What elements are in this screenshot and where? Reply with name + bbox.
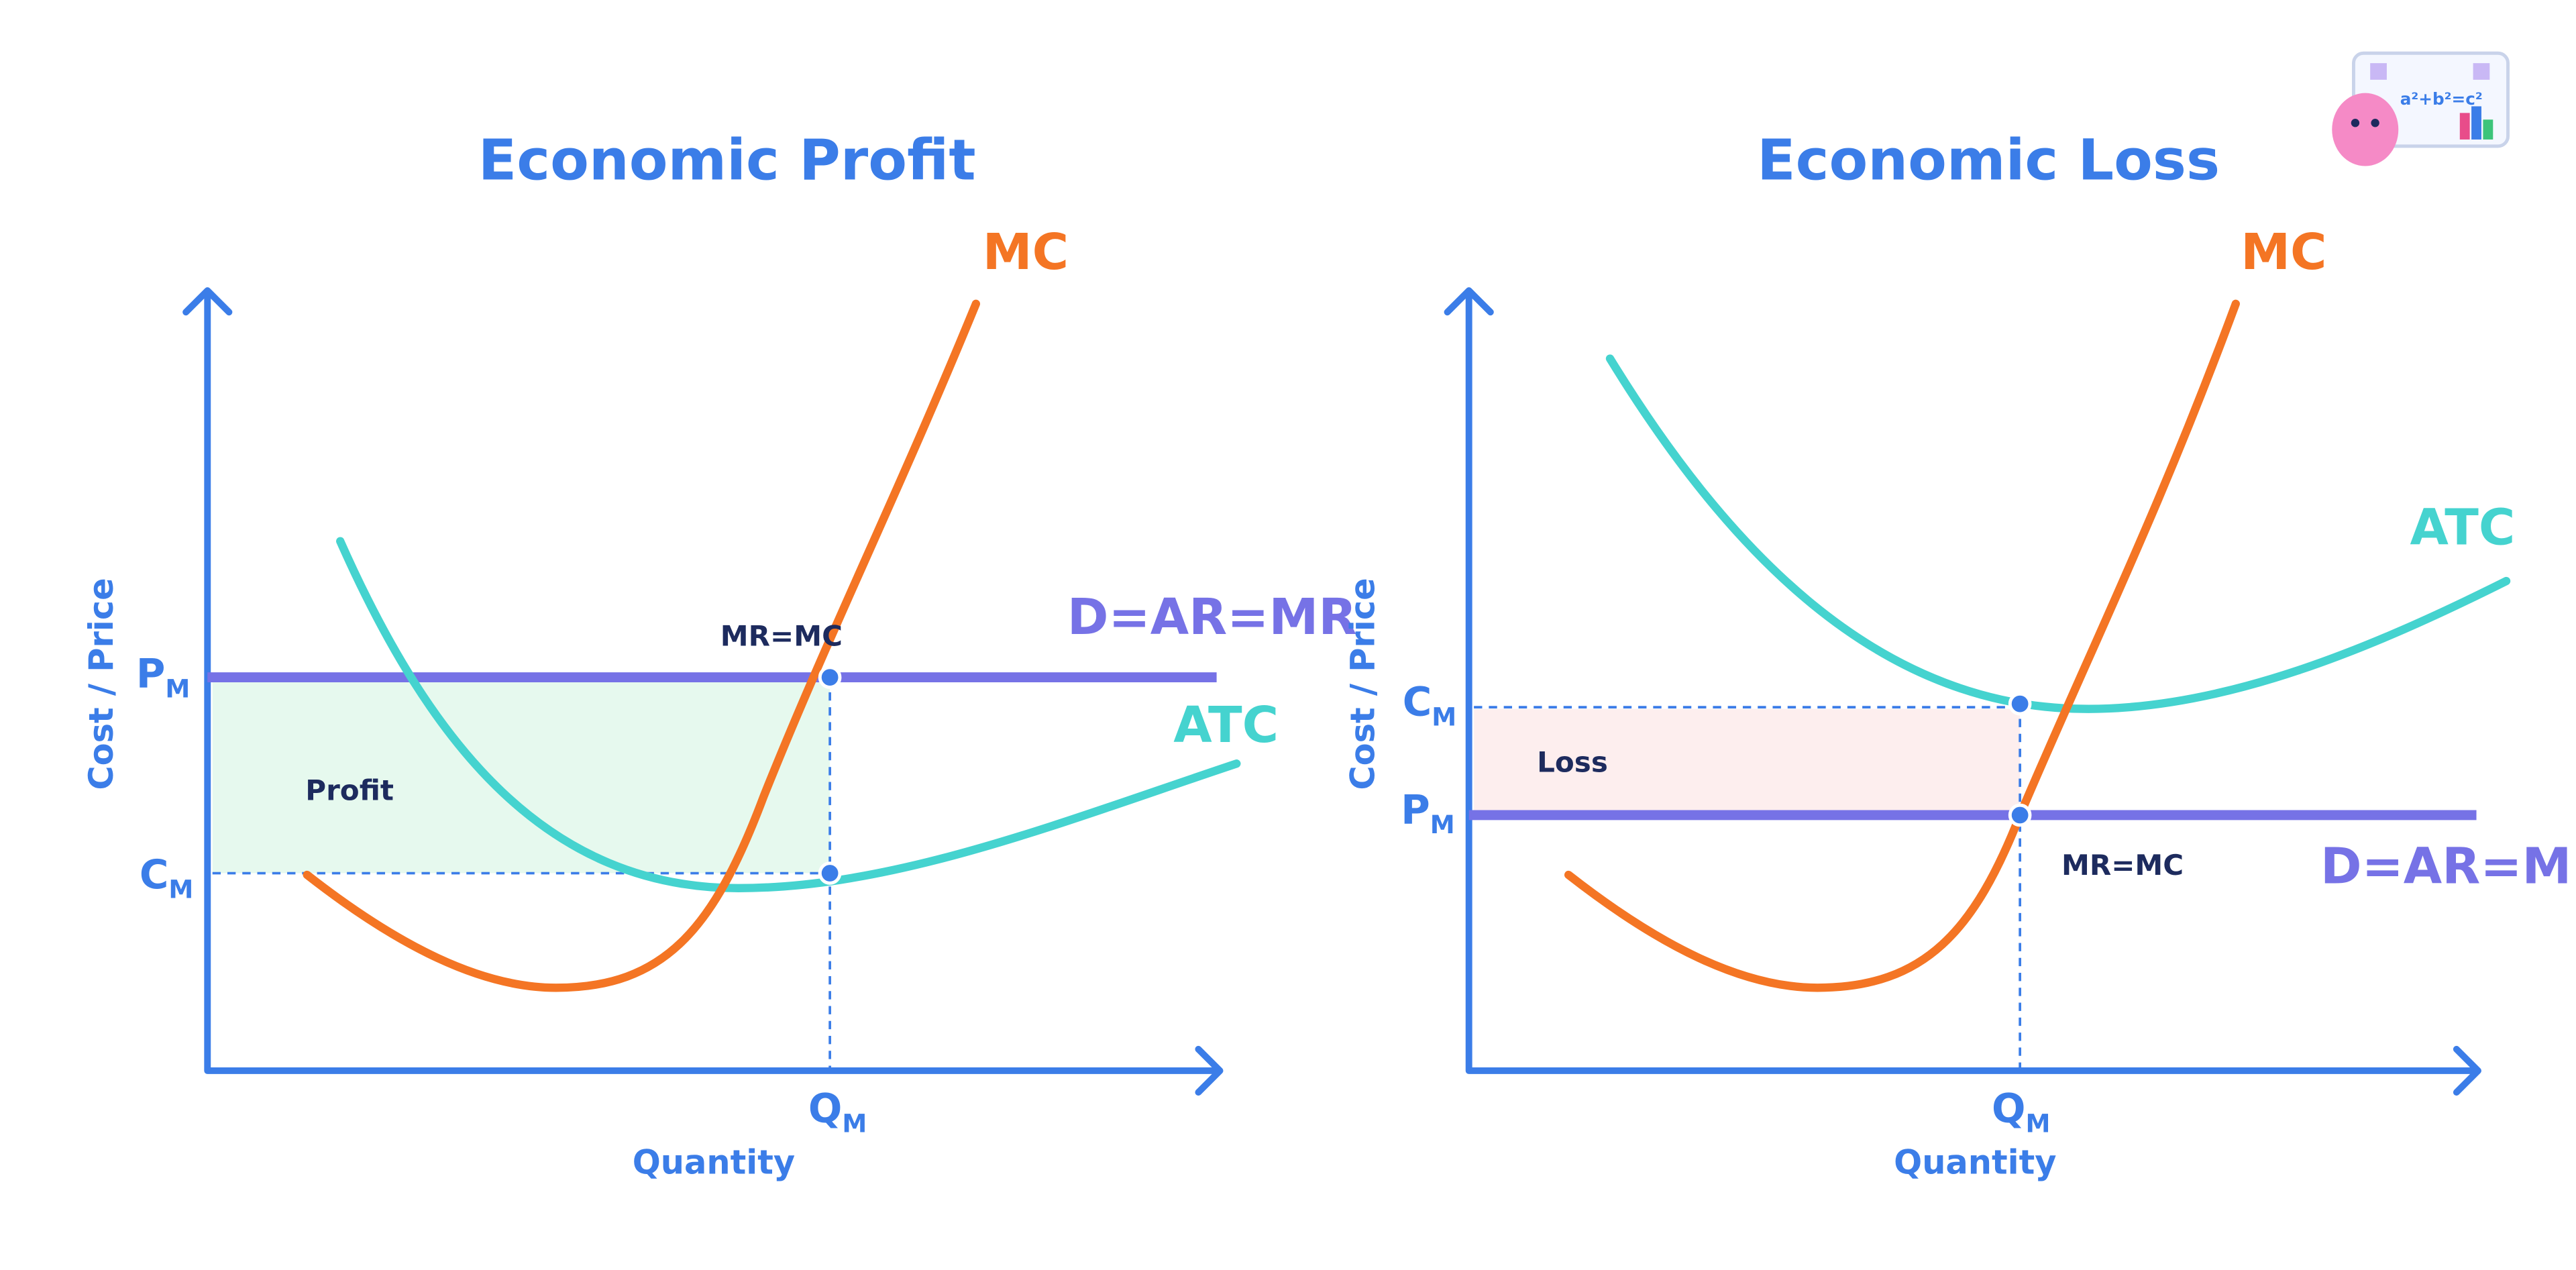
- intersection-dot: [2008, 803, 2032, 827]
- x-axis-label: Quantity: [633, 1143, 795, 1181]
- atc-label: ATC: [2410, 498, 2516, 557]
- cost-main: C: [1403, 680, 1432, 726]
- y-axis-label: Cost / Price: [82, 578, 121, 790]
- profit-area: [212, 680, 830, 874]
- intersection-dot: [818, 861, 842, 885]
- panel-title: Economic Loss: [1757, 127, 2220, 193]
- cost-main: C: [140, 852, 169, 898]
- atc-label: ATC: [1173, 696, 1279, 754]
- mc-label: MC: [983, 223, 1069, 281]
- price-main: P: [1401, 787, 1430, 833]
- cost-sub: M: [1432, 702, 1456, 731]
- atc-curve: [1605, 354, 2511, 713]
- logo: a²+b²=c²: [2332, 51, 2510, 166]
- axes: [182, 287, 1224, 1096]
- quantity-sub: M: [2026, 1110, 2051, 1139]
- price-label: PM: [136, 651, 190, 703]
- cost-label: CM: [1403, 680, 1457, 732]
- y-axis-label: Cost / Price: [1344, 578, 1383, 790]
- price-label: PM: [1401, 787, 1454, 839]
- price-sub: M: [165, 674, 190, 703]
- area-label: Loss: [1537, 746, 1608, 779]
- demand-label: D=AR=MR: [2320, 837, 2576, 895]
- price-sub: M: [1430, 810, 1455, 839]
- intersection-dot: [2008, 692, 2032, 716]
- cost-label: CM: [140, 852, 194, 904]
- mc-label: MC: [2241, 223, 2326, 281]
- quantity-sub: M: [842, 1110, 867, 1139]
- intersection-label: MR=MC: [720, 620, 843, 653]
- quantity-main: Q: [808, 1086, 842, 1132]
- cost-sub: M: [168, 876, 193, 904]
- axes: [1444, 287, 2481, 1096]
- price-main: P: [136, 651, 166, 697]
- loss-area: [1474, 708, 2021, 812]
- x-axis-label: Quantity: [1894, 1143, 2056, 1181]
- loss-panel: Economic Loss MC ATC D=AR=MR MR=MC Loss …: [1344, 127, 2576, 1181]
- atc-curve: [336, 537, 1241, 893]
- quantity-tick: QM: [808, 1086, 867, 1139]
- mc-curve: [303, 299, 981, 992]
- area-label: Profit: [305, 774, 394, 807]
- intersection-label: MR=MC: [2061, 849, 2184, 882]
- quantity-tick: QM: [1992, 1086, 2050, 1139]
- demand-label: D=AR=MR: [1067, 588, 1357, 646]
- panel-title: Economic Profit: [478, 127, 976, 193]
- profit-panel: Economic Profit MC D=AR=MR ATC MR=MC Pro…: [82, 127, 1356, 1181]
- mc-curve: [1564, 299, 2240, 992]
- logo-formula: a²+b²=c²: [2400, 89, 2483, 109]
- intersection-dot: [818, 666, 842, 689]
- quantity-main: Q: [1992, 1086, 2025, 1132]
